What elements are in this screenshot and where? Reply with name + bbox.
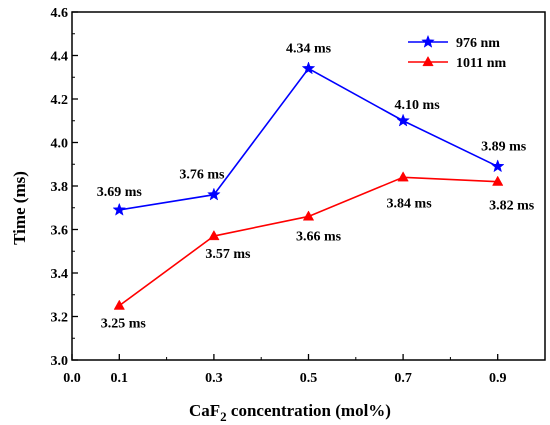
- y-tick-label: 4.0: [51, 137, 69, 152]
- y-tick-label: 3.4: [51, 267, 69, 282]
- legend-label: 1011 nm: [456, 56, 507, 71]
- data-label: 3.25 ms: [101, 317, 147, 332]
- x-axis-title-main: CaF: [189, 401, 220, 420]
- series-line-0: [119, 67, 499, 211]
- legend-marker-star: [421, 34, 435, 48]
- data-point-976nm: [112, 202, 127, 216]
- data-point-976nm: [207, 187, 221, 201]
- x-tick-label: 0.3: [205, 371, 223, 386]
- x-axis-title-subscript: 2: [220, 409, 227, 424]
- data-label: 3.66 ms: [296, 229, 342, 244]
- legend: 976 nm 1011 nm: [402, 30, 532, 72]
- legend-label: 976 nm: [456, 36, 500, 51]
- data-point-976nm: [490, 159, 505, 173]
- data-point-1011nm: [302, 210, 315, 221]
- data-point-1011nm: [492, 175, 504, 186]
- x-axis-title-rest: concentration (mol%): [227, 401, 391, 420]
- data-label: 3.82 ms: [489, 199, 535, 214]
- x-tick-label: 0.0: [63, 371, 81, 386]
- data-point-1011nm: [208, 230, 220, 241]
- data-label: 4.34 ms: [286, 42, 332, 57]
- y-axis-title: Time (ms): [10, 171, 29, 245]
- x-axis-title: CaF2 concentration (mol%): [189, 401, 391, 424]
- data-label: 3.69 ms: [97, 185, 143, 200]
- x-tick-label: 0.1: [111, 371, 129, 386]
- data-point-1011nm: [113, 299, 125, 310]
- legend-marker-triangle: [422, 55, 434, 67]
- data-label: 4.10 ms: [395, 98, 441, 113]
- data-label: 3.89 ms: [481, 139, 527, 154]
- x-tick-label: 0.5: [300, 371, 318, 386]
- y-tick-label: 3.2: [51, 311, 69, 326]
- data-point-976nm: [301, 61, 316, 75]
- y-tick-label: 3.8: [51, 180, 69, 195]
- data-label: 3.57 ms: [205, 247, 251, 262]
- x-tick-label: 0.9: [489, 371, 507, 386]
- data-point-1011nm: [397, 171, 409, 182]
- x-tick-label: 0.7: [394, 371, 412, 386]
- y-tick-label: 3.0: [51, 354, 69, 369]
- data-label: 3.76 ms: [179, 168, 225, 183]
- y-tick-label: 3.6: [51, 224, 69, 239]
- y-tick-label: 4.4: [51, 50, 69, 65]
- y-tick-label: 4.6: [51, 6, 69, 21]
- data-point-976nm: [396, 113, 410, 127]
- data-label: 3.84 ms: [387, 196, 433, 211]
- y-tick-label: 4.2: [51, 93, 69, 108]
